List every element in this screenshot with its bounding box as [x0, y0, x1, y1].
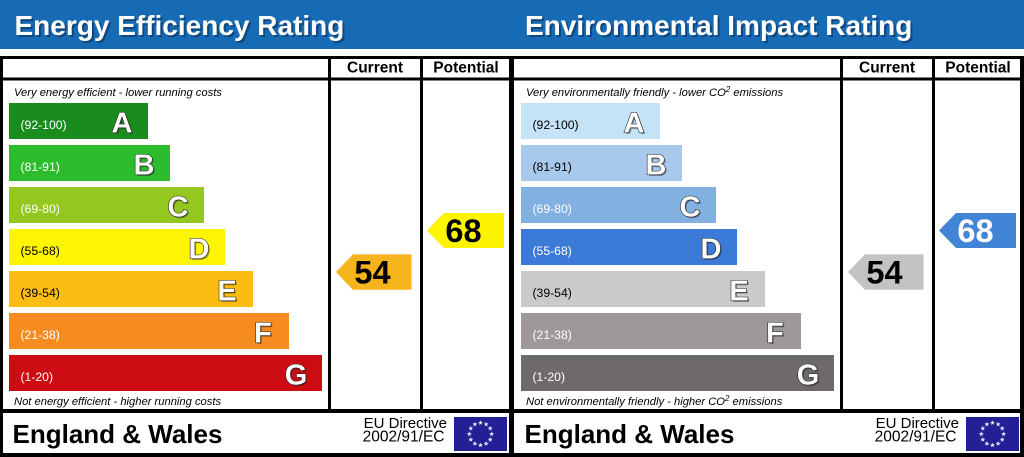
svg-text:Environmental Impact Rating: Environmental Impact Rating — [527, 12, 914, 43]
svg-text:Current: Current — [859, 59, 915, 76]
svg-text:C: C — [681, 193, 702, 225]
svg-text:B: B — [134, 150, 155, 182]
svg-text:G: G — [286, 361, 309, 393]
svg-text:F: F — [766, 318, 784, 350]
svg-text:2002/91/EC: 2002/91/EC — [363, 429, 445, 446]
svg-text:C: C — [169, 193, 190, 225]
svg-text:F: F — [256, 319, 274, 351]
svg-text:G: G — [798, 361, 821, 393]
svg-text:68: 68 — [957, 213, 993, 249]
svg-text:Potential: Potential — [945, 59, 1010, 76]
svg-text:E: E — [219, 277, 238, 309]
svg-text:Not environmentally friendly -: Not environmentally friendly - higher CO… — [526, 394, 783, 408]
svg-text:D: D — [190, 235, 211, 267]
svg-text:G: G — [797, 360, 820, 392]
svg-text:Potential: Potential — [433, 59, 498, 76]
svg-text:EU Directive: EU Directive — [364, 415, 447, 432]
svg-text:(69-80): (69-80) — [533, 202, 572, 216]
svg-text:(21-38): (21-38) — [533, 328, 572, 342]
svg-text:England & Wales: England & Wales — [13, 419, 223, 449]
svg-text:Very environmentally friendly: Very environmentally friendly - lower CO… — [526, 85, 784, 99]
svg-text:(1-20): (1-20) — [533, 370, 566, 384]
svg-text:(92-100): (92-100) — [533, 118, 579, 132]
svg-text:Current: Current — [347, 59, 403, 76]
svg-text:(81-91): (81-91) — [21, 160, 60, 174]
svg-text:A: A — [624, 108, 645, 140]
svg-text:Very energy efficient - lower: Very energy efficient - lower running co… — [14, 87, 222, 99]
svg-text:A: A — [113, 109, 134, 141]
svg-text:(92-100): (92-100) — [21, 118, 67, 132]
svg-text:(39-54): (39-54) — [533, 286, 572, 300]
svg-text:E: E — [729, 276, 748, 308]
svg-text:(21-38): (21-38) — [21, 328, 60, 342]
svg-text:A: A — [625, 109, 646, 141]
svg-text:Energy Efficiency Rating: Energy Efficiency Rating — [15, 10, 345, 41]
svg-text:(81-91): (81-91) — [533, 160, 572, 174]
svg-text:54: 54 — [354, 255, 390, 291]
svg-text:C: C — [168, 192, 189, 224]
svg-text:(1-20): (1-20) — [21, 370, 54, 384]
svg-text:EU Directive: EU Directive — [876, 415, 959, 432]
svg-text:E: E — [731, 277, 750, 309]
svg-text:Not energy efficient - higher: Not energy efficient - higher running co… — [14, 396, 221, 408]
svg-text:Environmental Impact Rating: Environmental Impact Rating — [525, 10, 912, 41]
svg-text:68: 68 — [445, 213, 481, 249]
svg-text:B: B — [646, 150, 667, 182]
svg-text:B: B — [647, 151, 668, 183]
svg-text:E: E — [217, 276, 236, 308]
svg-text:(39-54): (39-54) — [21, 286, 60, 300]
svg-text:C: C — [680, 192, 701, 224]
svg-text:England & Wales: England & Wales — [525, 419, 735, 449]
svg-text:F: F — [768, 319, 786, 351]
svg-text:(69-80): (69-80) — [21, 202, 60, 216]
svg-text:B: B — [135, 151, 156, 183]
svg-text:F: F — [254, 318, 272, 350]
svg-text:D: D — [701, 234, 722, 266]
svg-text:G: G — [285, 360, 308, 392]
svg-text:D: D — [189, 234, 210, 266]
svg-text:D: D — [702, 235, 723, 267]
svg-text:(55-68): (55-68) — [533, 244, 572, 258]
svg-text:Energy Efficiency Rating: Energy Efficiency Rating — [17, 12, 347, 43]
svg-text:54: 54 — [866, 255, 902, 291]
svg-text:A: A — [112, 108, 133, 140]
svg-text:(55-68): (55-68) — [21, 244, 60, 258]
svg-text:2002/91/EC: 2002/91/EC — [875, 429, 957, 446]
